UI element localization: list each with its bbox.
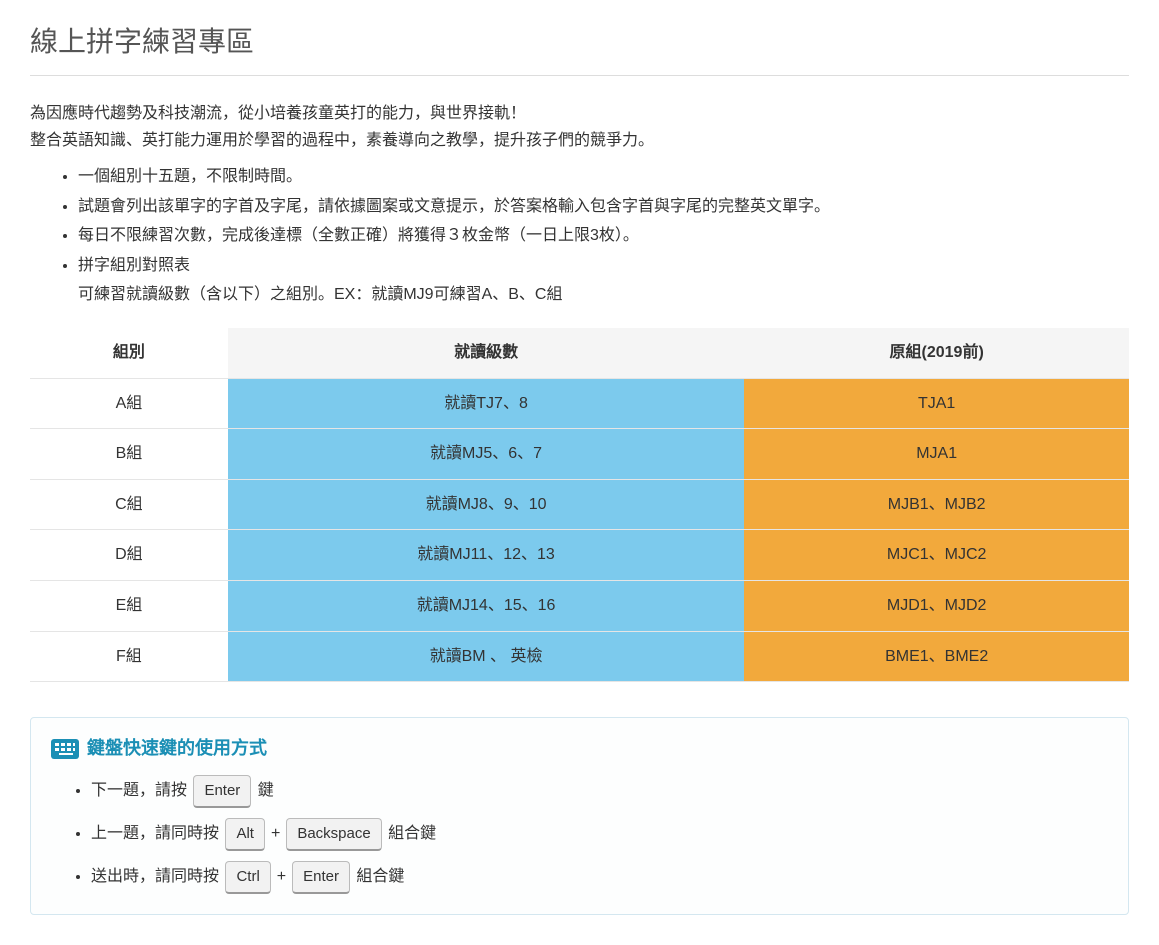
shortcuts-title-row: 鍵盤快速鍵的使用方式	[51, 734, 1108, 763]
key-alt: Alt	[225, 818, 265, 851]
cell-group: F組	[30, 631, 228, 682]
group-table: 組別 就讀級數 原組(2019前) A組就讀TJ7、8TJA1B組就讀MJ5、6…	[30, 328, 1129, 682]
key-plus: +	[271, 825, 280, 842]
cell-group: B組	[30, 429, 228, 480]
rule-item: 一個組別十五題，不限制時間。	[78, 164, 1129, 190]
key-plus: +	[277, 868, 286, 885]
key-backspace: Backspace	[286, 818, 381, 851]
table-row: C組就讀MJ8、9、10MJB1、MJB2	[30, 479, 1129, 530]
cell-level: 就讀MJ5、6、7	[228, 429, 745, 480]
table-row: F組就讀BM 、 英檢BME1、BME2	[30, 631, 1129, 682]
cell-level: 就讀BM 、 英檢	[228, 631, 745, 682]
cell-group: C組	[30, 479, 228, 530]
intro-line-1: 為因應時代趨勢及科技潮流，從小培養孩童英打的能力，與世界接軌！	[30, 101, 1129, 127]
table-row: B組就讀MJ5、6、7MJA1	[30, 429, 1129, 480]
rule-item: 每日不限練習次數，完成後達標（全數正確）將獲得３枚金幣（一日上限3枚）。	[78, 223, 1129, 249]
table-header-level: 就讀級數	[228, 328, 745, 378]
cell-level: 就讀MJ14、15、16	[228, 580, 745, 631]
title-separator	[30, 75, 1129, 76]
cell-orig: MJC1、MJC2	[744, 530, 1129, 581]
rule-item: 拼字組別對照表 可練習就讀級數（含以下）之組別。EX：就讀MJ9可練習A、B、C…	[78, 253, 1129, 308]
table-row: E組就讀MJ14、15、16MJD1、MJD2	[30, 580, 1129, 631]
rule-item-text: 拼字組別對照表	[78, 257, 190, 274]
cell-level: 就讀TJ7、8	[228, 378, 745, 429]
cell-level: 就讀MJ11、12、13	[228, 530, 745, 581]
cell-orig: MJA1	[744, 429, 1129, 480]
table-row: A組就讀TJ7、8TJA1	[30, 378, 1129, 429]
key-enter: Enter	[292, 861, 350, 894]
shortcuts-panel: 鍵盤快速鍵的使用方式 下一題，請按 Enter 鍵上一題，請同時按 Alt+Ba…	[30, 717, 1129, 915]
cell-group: D組	[30, 530, 228, 581]
cell-orig: MJD1、MJD2	[744, 580, 1129, 631]
cell-orig: MJB1、MJB2	[744, 479, 1129, 530]
cell-group: E組	[30, 580, 228, 631]
cell-orig: TJA1	[744, 378, 1129, 429]
shortcut-item: 上一題，請同時按 Alt+Backspace 組合鍵	[91, 818, 1108, 851]
rules-subnote: 可練習就讀級數（含以下）之組別。EX：就讀MJ9可練習A、B、C組	[78, 282, 1129, 308]
shortcut-item: 送出時，請同時按 Ctrl+Enter 組合鍵	[91, 861, 1108, 894]
table-header-orig: 原組(2019前)	[744, 328, 1129, 378]
intro-line-2: 整合英語知識、英打能力運用於學習的過程中，素養導向之教學，提升孩子們的競爭力。	[30, 128, 1129, 154]
intro-block: 為因應時代趨勢及科技潮流，從小培養孩童英打的能力，與世界接軌！ 整合英語知識、英…	[30, 101, 1129, 154]
keyboard-icon	[51, 739, 79, 759]
cell-group: A組	[30, 378, 228, 429]
page-title: 線上拼字練習專區	[30, 20, 1129, 65]
table-header-group: 組別	[30, 328, 228, 378]
key-enter: Enter	[193, 775, 251, 808]
shortcuts-title: 鍵盤快速鍵的使用方式	[87, 734, 267, 763]
shortcut-item: 下一題，請按 Enter 鍵	[91, 775, 1108, 808]
shortcuts-list: 下一題，請按 Enter 鍵上一題，請同時按 Alt+Backspace 組合鍵…	[51, 775, 1108, 894]
key-ctrl: Ctrl	[225, 861, 270, 894]
table-row: D組就讀MJ11、12、13MJC1、MJC2	[30, 530, 1129, 581]
table-body: A組就讀TJ7、8TJA1B組就讀MJ5、6、7MJA1C組就讀MJ8、9、10…	[30, 378, 1129, 682]
rule-item: 試題會列出該單字的字首及字尾，請依據圖案或文意提示，於答案格輸入包含字首與字尾的…	[78, 194, 1129, 220]
rules-list: 一個組別十五題，不限制時間。 試題會列出該單字的字首及字尾，請依據圖案或文意提示…	[30, 164, 1129, 308]
cell-orig: BME1、BME2	[744, 631, 1129, 682]
cell-level: 就讀MJ8、9、10	[228, 479, 745, 530]
